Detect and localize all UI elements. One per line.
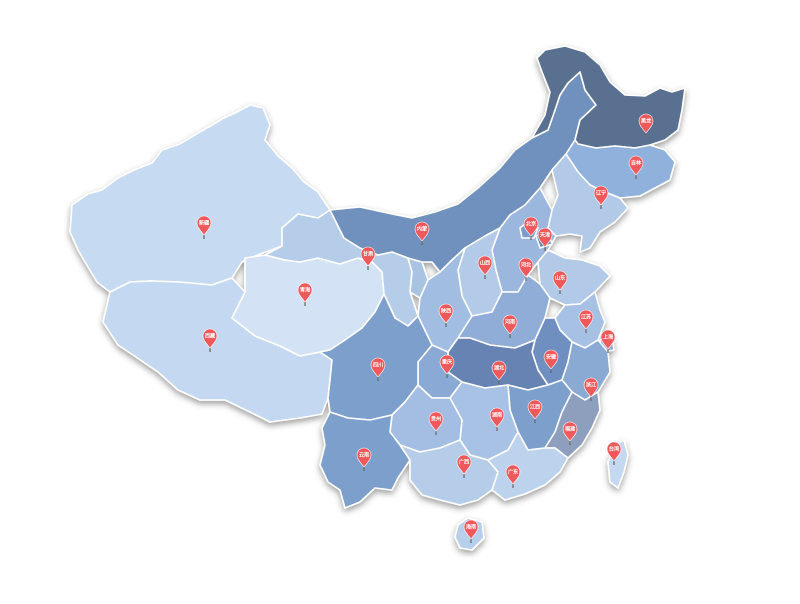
- marker-chongqing[interactable]: 重庆: [439, 354, 455, 378]
- marker-sichuan[interactable]: 四川: [370, 357, 386, 381]
- map-pin-icon: [527, 399, 543, 420]
- province-guangdong[interactable]: [487, 431, 569, 501]
- map-pin-icon: [438, 303, 454, 324]
- marker-guizhou[interactable]: 贵州: [428, 411, 444, 435]
- marker-hainan[interactable]: 海南: [463, 519, 479, 543]
- marker-anhui[interactable]: 安徽: [543, 349, 559, 373]
- map-pin-icon: [463, 519, 479, 540]
- marker-xizang[interactable]: 西藏: [202, 328, 218, 352]
- map-pin-icon: [505, 464, 521, 485]
- marker-liaoning[interactable]: 辽宁: [593, 185, 609, 209]
- map-pin-icon: [202, 328, 218, 349]
- marker-label: 青海: [300, 286, 311, 294]
- marker-beijing[interactable]: 北京: [523, 216, 539, 240]
- marker-label: 吉林: [631, 159, 642, 167]
- marker-shandong[interactable]: 山东: [552, 270, 568, 294]
- map-pin-icon: [502, 314, 518, 335]
- marker-label: 海南: [466, 523, 476, 531]
- map-pin-icon: [600, 329, 616, 350]
- map-pin-icon: [356, 447, 372, 468]
- map-pin-icon: [518, 257, 534, 278]
- marker-shanghai[interactable]: 上海: [600, 329, 616, 353]
- marker-label: 湖北: [494, 364, 505, 372]
- marker-gansu[interactable]: 甘肃: [360, 246, 376, 270]
- map-pin-icon: [414, 221, 430, 242]
- marker-qinghai[interactable]: 青海: [297, 282, 313, 306]
- marker-label: 甘肃: [363, 250, 374, 258]
- map-pin-icon: [428, 411, 444, 432]
- marker-label: 云南: [359, 451, 369, 459]
- map-pin-icon: [196, 215, 212, 236]
- map-pin-icon: [370, 357, 386, 378]
- marker-label: 广东: [508, 468, 519, 476]
- marker-jiangsu[interactable]: 江苏: [578, 309, 594, 333]
- map-pin-icon: [606, 441, 622, 462]
- map-pin-icon: [537, 227, 553, 248]
- marker-label: 重庆: [442, 358, 453, 366]
- marker-label: 安徽: [546, 353, 557, 361]
- marker-label: 山西: [480, 259, 490, 267]
- marker-label: 上海: [603, 333, 614, 341]
- marker-guangdong[interactable]: 广东: [505, 464, 521, 488]
- map-pin-icon: [628, 155, 644, 176]
- marker-label: 四川: [373, 362, 383, 369]
- marker-label: 福建: [564, 425, 576, 433]
- marker-label: 山东: [555, 274, 566, 282]
- marker-zhejiang[interactable]: 浙江: [583, 377, 599, 401]
- marker-jilin[interactable]: 吉林: [628, 155, 644, 179]
- marker-hunan[interactable]: 湖南: [489, 407, 505, 431]
- marker-fujian[interactable]: 福建: [562, 421, 578, 445]
- marker-label: 河北: [521, 261, 532, 269]
- map-pin-icon: [439, 354, 455, 375]
- map-pin-icon: [523, 216, 539, 237]
- marker-label: 新疆: [199, 219, 210, 227]
- marker-henan[interactable]: 河南: [502, 314, 518, 338]
- map-pin-icon: [578, 309, 594, 330]
- marker-label: 江西: [530, 403, 540, 411]
- marker-label: 河南: [505, 318, 515, 326]
- marker-label: 内蒙: [417, 225, 427, 233]
- map-pin-icon: [477, 255, 493, 276]
- marker-label: 陕西: [441, 307, 451, 315]
- marker-neimenggu[interactable]: 内蒙: [414, 221, 430, 245]
- marker-label: 天津: [540, 231, 551, 239]
- marker-shanxi[interactable]: 山西: [477, 255, 493, 279]
- marker-label: 江苏: [581, 313, 592, 321]
- map-pin-icon: [593, 185, 609, 206]
- marker-taiwan[interactable]: 台湾: [606, 441, 622, 465]
- marker-label: 浙江: [586, 381, 597, 389]
- marker-label: 黑龙: [641, 117, 652, 125]
- map-pin-icon: [297, 282, 313, 303]
- map-pin-icon: [456, 454, 472, 475]
- province-layer: [69, 45, 686, 551]
- map-pin-icon: [552, 270, 568, 291]
- marker-label: 北京: [526, 220, 536, 228]
- map-pin-icon: [360, 246, 376, 267]
- marker-jiangxi[interactable]: 江西: [527, 399, 543, 423]
- marker-label: 湖南: [492, 411, 502, 419]
- marker-yunnan[interactable]: 云南: [356, 447, 372, 471]
- marker-shaanxi[interactable]: 陕西: [438, 303, 454, 327]
- map-pin-icon: [562, 421, 578, 442]
- marker-tianjin[interactable]: 天津: [537, 227, 553, 251]
- marker-label: 贵州: [431, 415, 441, 423]
- marker-hebei[interactable]: 河北: [518, 257, 534, 281]
- province-sichuan[interactable]: [319, 293, 433, 421]
- marker-hubei[interactable]: 湖北: [491, 360, 507, 384]
- marker-xinjiang[interactable]: 新疆: [196, 215, 212, 239]
- map-pin-icon: [638, 113, 654, 134]
- map-pin-icon: [491, 360, 507, 381]
- map-pin-icon: [489, 407, 505, 428]
- marker-label: 广西: [459, 458, 469, 466]
- marker-label: 西藏: [205, 332, 216, 340]
- marker-label: 台湾: [609, 445, 620, 453]
- map-pin-icon: [543, 349, 559, 370]
- marker-guangxi[interactable]: 广西: [456, 454, 472, 478]
- marker-heilongjiang[interactable]: 黑龙: [638, 113, 654, 137]
- marker-label: 辽宁: [596, 189, 606, 197]
- map-pin-icon: [583, 377, 599, 398]
